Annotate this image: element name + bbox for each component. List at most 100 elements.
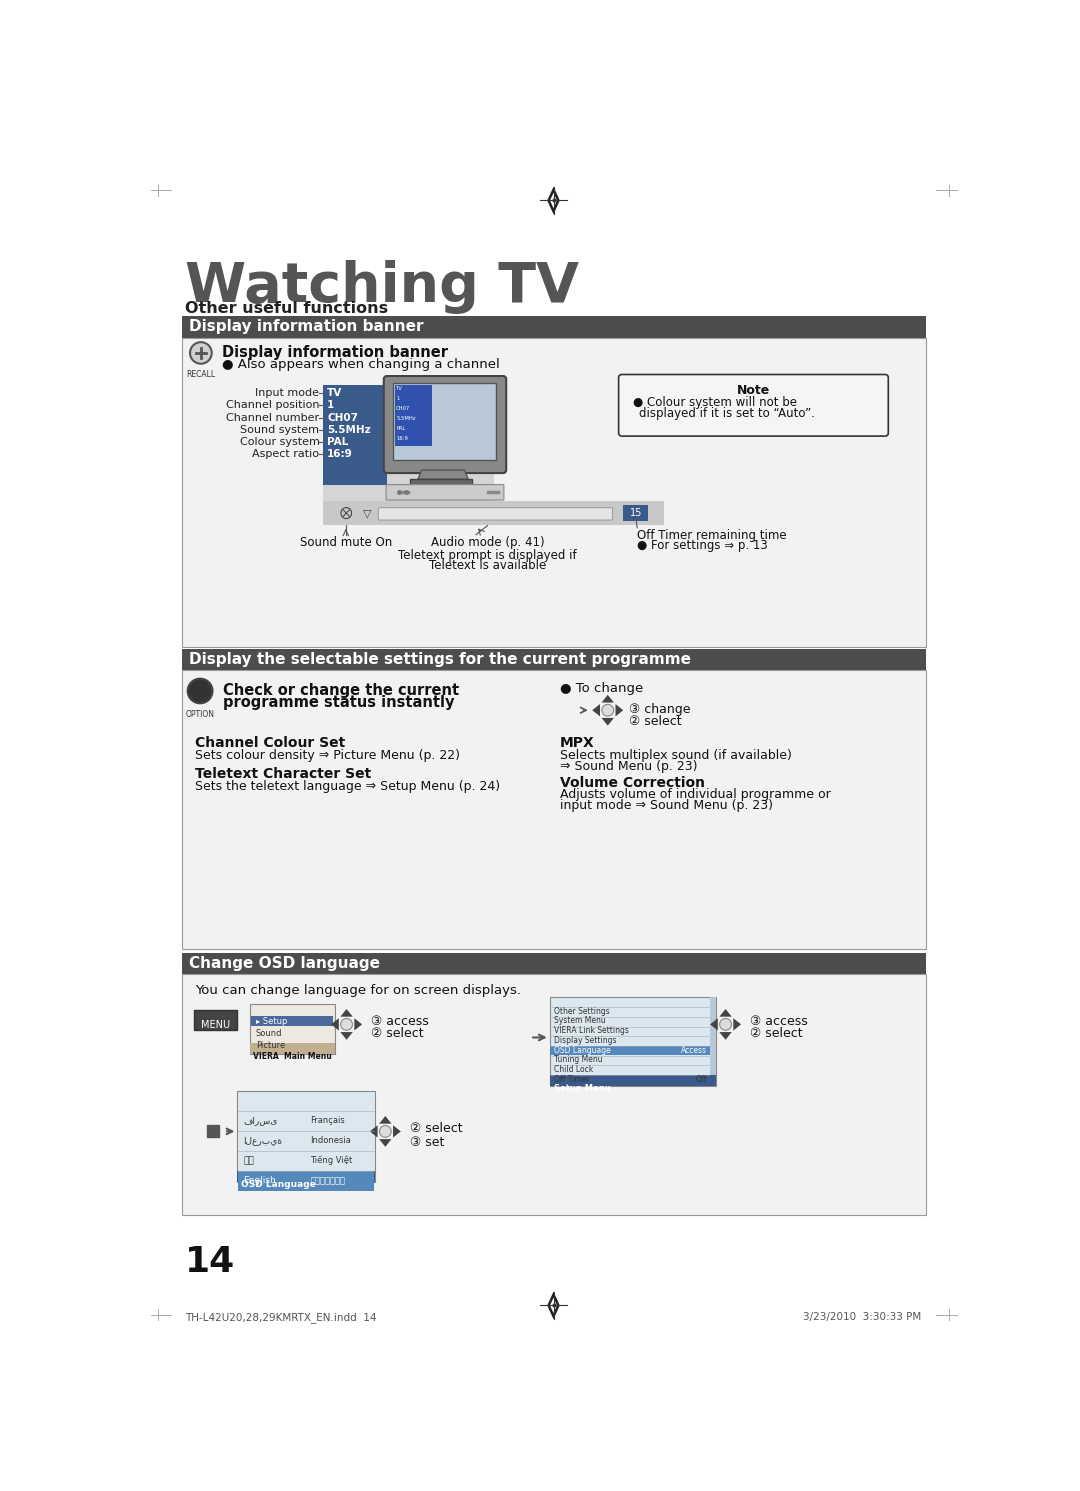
Text: 16:9: 16:9 [327,449,353,459]
FancyBboxPatch shape [181,974,926,1215]
FancyBboxPatch shape [623,505,648,520]
Polygon shape [602,695,613,702]
Text: 15: 15 [630,508,642,517]
FancyBboxPatch shape [181,953,926,974]
Text: Display information banner: Display information banner [189,319,423,334]
FancyBboxPatch shape [323,501,664,525]
Polygon shape [550,192,557,209]
Polygon shape [719,1032,732,1039]
Text: Watching TV: Watching TV [186,259,579,313]
FancyBboxPatch shape [383,376,507,473]
FancyBboxPatch shape [387,485,504,499]
Text: 5.5MHz: 5.5MHz [327,425,370,435]
Circle shape [719,1018,731,1030]
Polygon shape [369,1126,378,1138]
Text: 1: 1 [327,400,335,410]
FancyBboxPatch shape [238,1091,375,1182]
Text: Teletext Character Set: Teletext Character Set [195,768,372,781]
Polygon shape [550,1297,557,1314]
Circle shape [379,1126,391,1138]
Text: Adjusts volume of individual programme or: Adjusts volume of individual programme o… [559,787,831,801]
Text: Teletext is available: Teletext is available [429,559,546,573]
Text: 14: 14 [186,1245,235,1279]
Circle shape [190,341,212,364]
Text: VIERA Link Settings: VIERA Link Settings [554,1026,629,1035]
Text: Channel position: Channel position [226,400,320,410]
Text: ⇒ Sound Menu (p. 23): ⇒ Sound Menu (p. 23) [559,759,698,772]
FancyBboxPatch shape [249,1042,335,1054]
FancyBboxPatch shape [550,997,716,1085]
Text: Tuning Menu: Tuning Menu [554,1056,603,1065]
Text: ② select: ② select [410,1123,462,1135]
Text: OPTION: OPTION [186,710,215,719]
Text: Selects multiplex sound (if available): Selects multiplex sound (if available) [559,748,792,762]
Text: Child Lock: Child Lock [554,1065,593,1074]
FancyBboxPatch shape [394,385,432,446]
Polygon shape [548,1291,559,1320]
Text: Audio mode (p. 41): Audio mode (p. 41) [431,537,544,549]
FancyBboxPatch shape [323,385,387,486]
FancyBboxPatch shape [249,1005,335,1054]
Text: Sets the teletext language ⇒ Setup Menu (p. 24): Sets the teletext language ⇒ Setup Menu … [195,780,500,793]
Text: PAL: PAL [396,426,405,431]
Text: Tiếng Việt: Tiếng Việt [310,1156,352,1166]
Text: Channel number: Channel number [227,413,320,422]
Text: 5.5MHz: 5.5MHz [396,416,416,420]
Text: Volume Correction: Volume Correction [559,775,705,790]
Text: PAL: PAL [327,437,349,447]
Text: ภาษาไทย: ภาษาไทย [310,1176,346,1185]
Text: MPX: MPX [559,737,594,750]
Text: ● Colour system will not be: ● Colour system will not be [633,397,797,409]
FancyBboxPatch shape [181,649,926,669]
Text: input mode ⇒ Sound Menu (p. 23): input mode ⇒ Sound Menu (p. 23) [559,799,772,811]
Text: Access: Access [681,1045,707,1054]
FancyBboxPatch shape [410,479,472,486]
Text: Picture: Picture [256,1041,285,1051]
Text: ▽: ▽ [363,508,372,517]
FancyBboxPatch shape [238,1172,375,1191]
Text: ③ set: ③ set [410,1136,445,1150]
Text: Indonesia: Indonesia [310,1136,351,1145]
Text: ③ access: ③ access [751,1015,808,1029]
Polygon shape [354,1018,362,1030]
Text: Note: Note [737,383,770,397]
Text: CH07: CH07 [396,406,410,412]
Text: OSD Language: OSD Language [241,1179,316,1188]
Text: ② select: ② select [630,714,683,728]
Circle shape [602,704,613,716]
FancyBboxPatch shape [181,337,926,647]
Polygon shape [418,470,469,479]
Text: Other Settings: Other Settings [554,1006,609,1015]
FancyBboxPatch shape [252,1015,334,1026]
Text: ● To change: ● To change [559,681,643,695]
Text: Display the selectable settings for the current programme: Display the selectable settings for the … [189,652,691,666]
Text: فارسی: فارسی [243,1117,278,1126]
Text: System Menu: System Menu [554,1017,605,1026]
Text: ③ access: ③ access [370,1015,429,1029]
Text: Off Timer remaining time: Off Timer remaining time [637,529,787,543]
FancyBboxPatch shape [550,1075,716,1085]
Text: ② select: ② select [751,1027,802,1039]
Text: You can change language for on screen displays.: You can change language for on screen di… [195,984,522,997]
Text: Off: Off [696,1075,707,1084]
Text: ▸ Setup: ▸ Setup [256,1017,287,1026]
Text: English: English [243,1176,276,1185]
Polygon shape [592,704,600,716]
Text: Input mode: Input mode [256,388,320,398]
Text: Teletext prompt is displayed if: Teletext prompt is displayed if [399,549,577,562]
Text: TV: TV [327,388,342,398]
Text: Sound: Sound [256,1029,282,1038]
Text: ● Also appears when changing a channel: ● Also appears when changing a channel [221,358,500,371]
Polygon shape [393,1126,401,1138]
FancyBboxPatch shape [710,997,716,1075]
FancyBboxPatch shape [181,669,926,948]
Polygon shape [548,186,559,215]
Text: ● For settings ⇒ p. 13: ● For settings ⇒ p. 13 [637,540,768,552]
Polygon shape [340,1032,353,1039]
FancyBboxPatch shape [378,508,612,520]
Text: 1: 1 [396,397,400,401]
Text: Display Settings: Display Settings [554,1036,616,1045]
Text: Off Timer: Off Timer [554,1075,589,1084]
FancyBboxPatch shape [323,385,494,520]
Text: Sets colour density ⇒ Picture Menu (p. 22): Sets colour density ⇒ Picture Menu (p. 2… [195,748,460,762]
